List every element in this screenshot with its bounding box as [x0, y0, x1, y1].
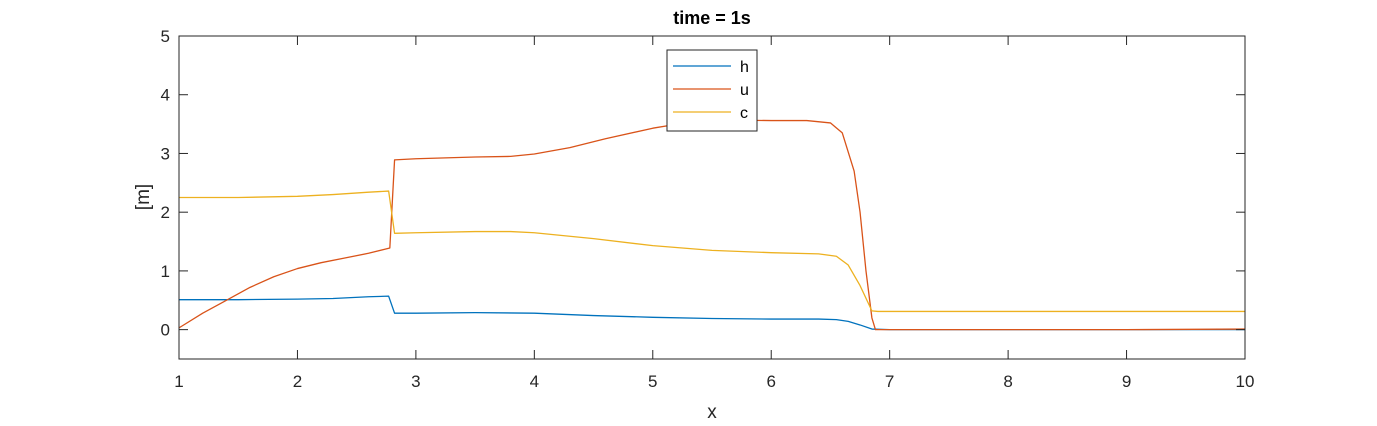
- series-layer: [178, 119, 1246, 331]
- y-tick-label: 2: [161, 203, 170, 222]
- y-axis-label: [m]: [133, 184, 154, 210]
- legend-box: [666, 49, 758, 132]
- x-tick-label: 8: [1003, 372, 1012, 391]
- x-tick-label: 9: [1122, 372, 1131, 391]
- x-tick-label: 5: [648, 372, 657, 391]
- x-tick-label: 6: [766, 372, 775, 391]
- y-tick-label: 0: [161, 321, 170, 340]
- x-tick-label: 2: [293, 372, 302, 391]
- chart-title: time = 1s: [673, 8, 751, 28]
- series-line-u: [178, 119, 1246, 331]
- y-tick-label: 1: [161, 262, 170, 281]
- legend-label-c: c: [740, 105, 748, 122]
- legend-label-h: h: [740, 59, 749, 76]
- axes-layer: 1 2 3 4 5 6 7 8 9 10 0 1 2 3 4 5: [161, 27, 1255, 391]
- x-tick-label: 3: [411, 372, 420, 391]
- x-tick-label: 4: [530, 372, 539, 391]
- x-axis-label: x: [707, 402, 717, 423]
- x-tick-label: 10: [1236, 372, 1255, 391]
- axes-box: [178, 35, 1246, 360]
- legend: huc: [666, 49, 758, 132]
- legend-label-u: u: [740, 82, 749, 99]
- x-tick-label: 7: [885, 372, 894, 391]
- x-tick-label: 1: [174, 372, 183, 391]
- y-tick-label: 4: [161, 86, 170, 105]
- y-tick-label: 3: [161, 144, 170, 163]
- y-tick-label: 5: [161, 27, 170, 46]
- series-line-c: [179, 190, 1245, 313]
